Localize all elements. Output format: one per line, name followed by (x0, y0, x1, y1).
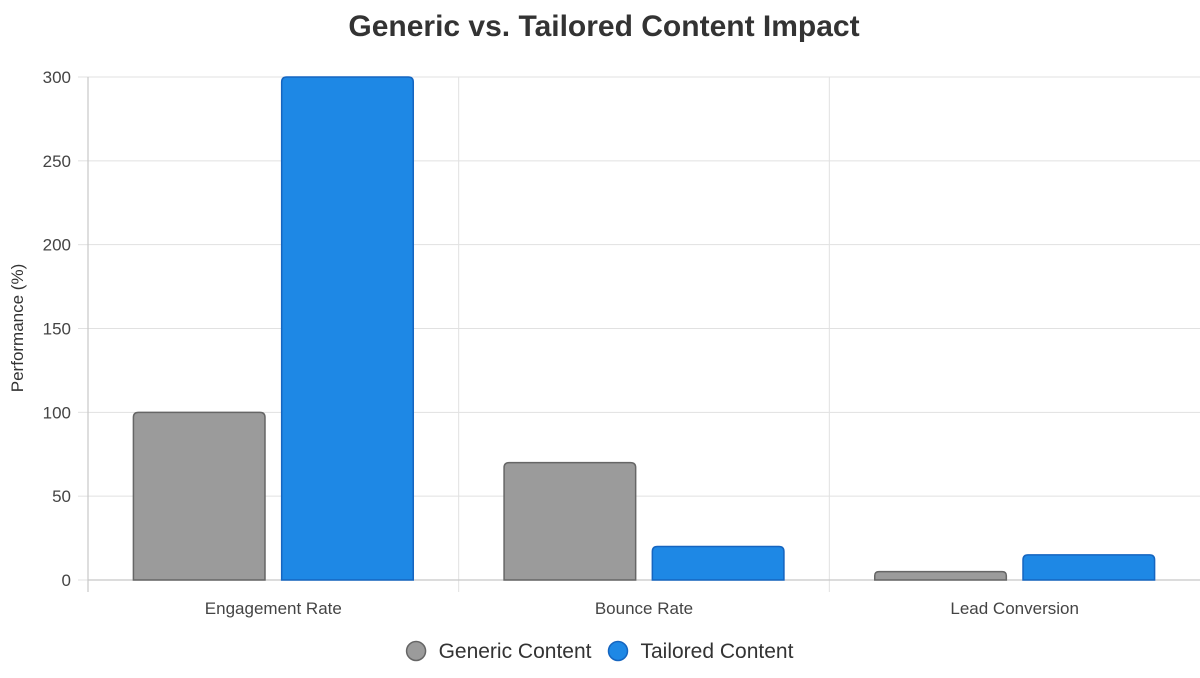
grid-lines (78, 76, 1200, 592)
y-tick-labels: 0 50 100 150 200 250 300 (43, 68, 71, 590)
bar-tailored-content-engagement-rate[interactable] (280, 76, 415, 581)
bar-tailored-content-bounce-rate[interactable] (651, 545, 785, 581)
legend-label: Generic Content (439, 640, 592, 663)
legend[interactable]: Generic Content Tailored Content (405, 640, 794, 663)
bar-generic-content-lead-conversion[interactable] (873, 570, 1008, 581)
x-tick-label: Engagement Rate (205, 599, 342, 618)
bar-generic-content-bounce-rate[interactable] (503, 461, 637, 581)
y-axis-label: Performance (%) (8, 264, 27, 392)
legend-item-tailored-content[interactable]: Tailored Content (607, 640, 794, 663)
legend-swatch (405, 640, 427, 662)
legend-label: Tailored Content (640, 640, 793, 663)
bar-generic-content-engagement-rate[interactable] (132, 411, 266, 581)
chart-title: Generic vs. Tailored Content Impact (348, 10, 859, 43)
y-tick-label: 100 (43, 403, 71, 422)
y-tick-label: 300 (43, 68, 71, 87)
legend-item-generic-content[interactable]: Generic Content (405, 640, 592, 663)
bars (132, 76, 1156, 581)
x-tick-label: Bounce Rate (595, 599, 693, 618)
y-tick-label: 0 (62, 571, 71, 590)
axes (87, 77, 1200, 592)
x-tick-labels: Engagement Rate Bounce Rate Lead Conversio… (205, 599, 1079, 618)
y-tick-label: 200 (43, 236, 71, 255)
legend-swatch (607, 640, 629, 662)
y-tick-label: 50 (52, 487, 71, 506)
bar-tailored-content-lead-conversion[interactable] (1022, 554, 1156, 581)
x-tick-label: Lead Conversion (950, 599, 1079, 618)
y-tick-label: 150 (43, 320, 71, 339)
y-tick-label: 250 (43, 152, 71, 171)
